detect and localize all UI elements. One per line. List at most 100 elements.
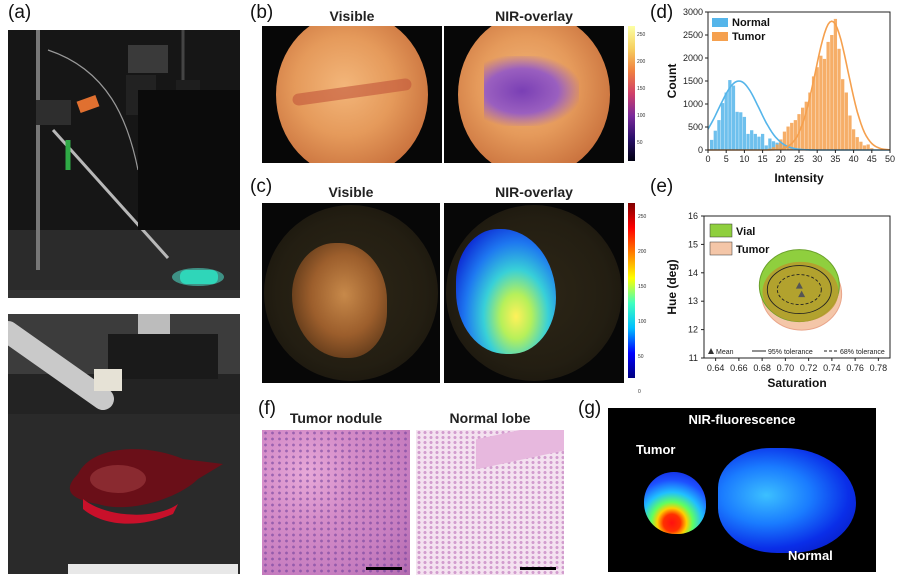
histogram-bar-normal bbox=[710, 139, 714, 150]
legend-68-label: 68% tolerance bbox=[840, 349, 885, 356]
histogram-bar-normal bbox=[768, 138, 772, 150]
histogram-bar-tumor bbox=[786, 126, 790, 150]
panel-f-tumor-title: Tumor nodule bbox=[289, 410, 383, 426]
histogram-bar-normal bbox=[720, 103, 725, 150]
y-axis-label: Hue (deg) bbox=[665, 259, 679, 314]
x-tick-label: 15 bbox=[758, 154, 768, 164]
histogram-bar-tumor bbox=[808, 92, 812, 150]
x-tick-label: 45 bbox=[867, 154, 877, 164]
histogram-bar-tumor bbox=[859, 141, 863, 150]
legend-swatch-vial bbox=[709, 223, 733, 238]
histogram-bar-tumor bbox=[804, 101, 808, 150]
panel-label-c: (c) bbox=[250, 176, 273, 197]
histogram-bar-tumor bbox=[837, 48, 841, 150]
panel-b-colorbar-ticks: 250 200 150 100 50 bbox=[637, 22, 645, 157]
panel-b-colorbar-tick: 50 bbox=[637, 140, 643, 146]
y-tick-label: 12 bbox=[688, 325, 698, 335]
panel-f-normal-histology bbox=[416, 430, 564, 575]
x-tick-label: 0.70 bbox=[777, 363, 795, 373]
y-tick-label: 2000 bbox=[683, 53, 703, 63]
legend-95-label: 95% tolerance bbox=[768, 349, 813, 356]
histogram-bar-tumor bbox=[782, 131, 787, 150]
ellipse-95-tolerance bbox=[766, 265, 832, 315]
histogram-bar-normal bbox=[739, 112, 743, 150]
y-tick-label: 13 bbox=[688, 296, 698, 306]
panel-g-tumor-label: Tumor bbox=[636, 442, 676, 457]
y-tick-label: 500 bbox=[688, 122, 703, 132]
panel-c-visible-image bbox=[262, 203, 440, 383]
histogram-bar-normal bbox=[731, 85, 736, 150]
x-axis-label: Saturation bbox=[767, 376, 826, 390]
panel-c-colorbar-tick: 150 bbox=[638, 284, 647, 290]
histogram-bar-normal bbox=[750, 130, 754, 150]
histogram-bar-tumor bbox=[822, 58, 827, 150]
overlap-region bbox=[762, 261, 839, 322]
x-tick-label: 50 bbox=[885, 154, 895, 164]
panel-b-colorbar bbox=[628, 26, 635, 161]
x-tick-label: 0.78 bbox=[870, 363, 888, 373]
tumor-specimen-signal bbox=[644, 472, 706, 534]
y-tick-label: 1500 bbox=[683, 76, 703, 86]
histogram-bar-tumor bbox=[830, 35, 834, 150]
y-tick-label: 16 bbox=[688, 211, 698, 221]
panel-label-d: (d) bbox=[650, 2, 674, 23]
y-tick-label: 15 bbox=[688, 239, 698, 249]
x-tick-label: 0.66 bbox=[730, 363, 748, 373]
panel-g-title: NIR-fluorescence bbox=[688, 412, 796, 427]
histogram-bar-normal bbox=[728, 80, 732, 150]
panel-c-colorbar-tick: 200 bbox=[638, 249, 647, 255]
panel-f-tumor-histology bbox=[262, 430, 410, 575]
legend-swatch-normal bbox=[712, 18, 728, 27]
mean-marker-vial bbox=[795, 282, 803, 289]
x-tick-label: 40 bbox=[849, 154, 859, 164]
histogram-bar-tumor bbox=[848, 115, 852, 150]
histogram-bar-normal bbox=[713, 130, 717, 150]
histogram-bar-normal bbox=[742, 116, 747, 150]
panel-c-colorbar bbox=[628, 203, 635, 378]
histogram-bar-tumor bbox=[779, 139, 783, 150]
histogram-bar-normal bbox=[746, 133, 750, 150]
x-tick-label: 10 bbox=[739, 154, 749, 164]
legend-mean-label: Mean bbox=[716, 349, 734, 356]
x-axis-label: Intensity bbox=[774, 171, 824, 185]
y-tick-label: 11 bbox=[689, 353, 698, 363]
x-tick-label: 0.76 bbox=[846, 363, 864, 373]
panel-b-nir-title: NIR-overlay bbox=[495, 8, 573, 24]
ellipse-68-tolerance bbox=[776, 274, 822, 306]
histogram-bar-tumor bbox=[815, 67, 819, 150]
histogram-bar-tumor bbox=[844, 92, 848, 150]
x-tick-label: 0.72 bbox=[800, 363, 818, 373]
scale-bar bbox=[520, 567, 556, 570]
y-tick-label: 14 bbox=[688, 268, 698, 278]
panel-e-hue-saturation-plot: 0.64 0.66 0.68 0.70 0.72 0.74 0.76 0.78 11 12 13 14… bbox=[665, 211, 891, 390]
histogram-bar-tumor bbox=[771, 147, 776, 150]
histogram-bar-normal bbox=[717, 120, 721, 150]
legend-label-tumor: Tumor bbox=[732, 31, 766, 43]
histogram-bar-tumor bbox=[793, 120, 797, 150]
histogram-bar-normal bbox=[760, 133, 765, 150]
panel-b-visible-title: Visible bbox=[329, 8, 375, 24]
histogram-bar-tumor bbox=[870, 148, 874, 150]
panel-b-nir-overlay-image bbox=[444, 26, 624, 163]
y-axis-label: Count bbox=[665, 64, 679, 99]
x-tick-label: 30 bbox=[812, 154, 822, 164]
x-tick-label: 35 bbox=[830, 154, 840, 164]
panel-c-colorbar-tick: 250 bbox=[638, 214, 647, 220]
specimen-photo bbox=[8, 314, 240, 574]
histogram-bar-tumor bbox=[862, 145, 867, 150]
panel-c-colorbar-ticks: 250 200 150 100 50 0 bbox=[638, 200, 646, 410]
panel-b-colorbar-tick: 200 bbox=[637, 59, 646, 65]
ellipse-plot-frame bbox=[703, 215, 891, 359]
x-tick-label: 20 bbox=[776, 154, 786, 164]
panel-d-histogram: 0 5 10 15 20 25 30 35 40 45 5005001000150020002500… bbox=[665, 7, 895, 185]
histogram-bar-tumor bbox=[801, 107, 805, 150]
panel-c-nir-title: NIR-overlay bbox=[495, 184, 573, 200]
x-tick-label: 5 bbox=[724, 154, 729, 164]
y-tick-label: 0 bbox=[698, 145, 703, 155]
panel-c-colorbar-tick: 100 bbox=[638, 319, 647, 325]
panel-f-normal-title: Normal lobe bbox=[449, 410, 531, 426]
normal-specimen-signal bbox=[718, 448, 856, 553]
y-tick-label: 2500 bbox=[683, 30, 703, 40]
histogram-bar-tumor bbox=[833, 18, 838, 151]
histogram-bar-normal bbox=[757, 136, 761, 150]
